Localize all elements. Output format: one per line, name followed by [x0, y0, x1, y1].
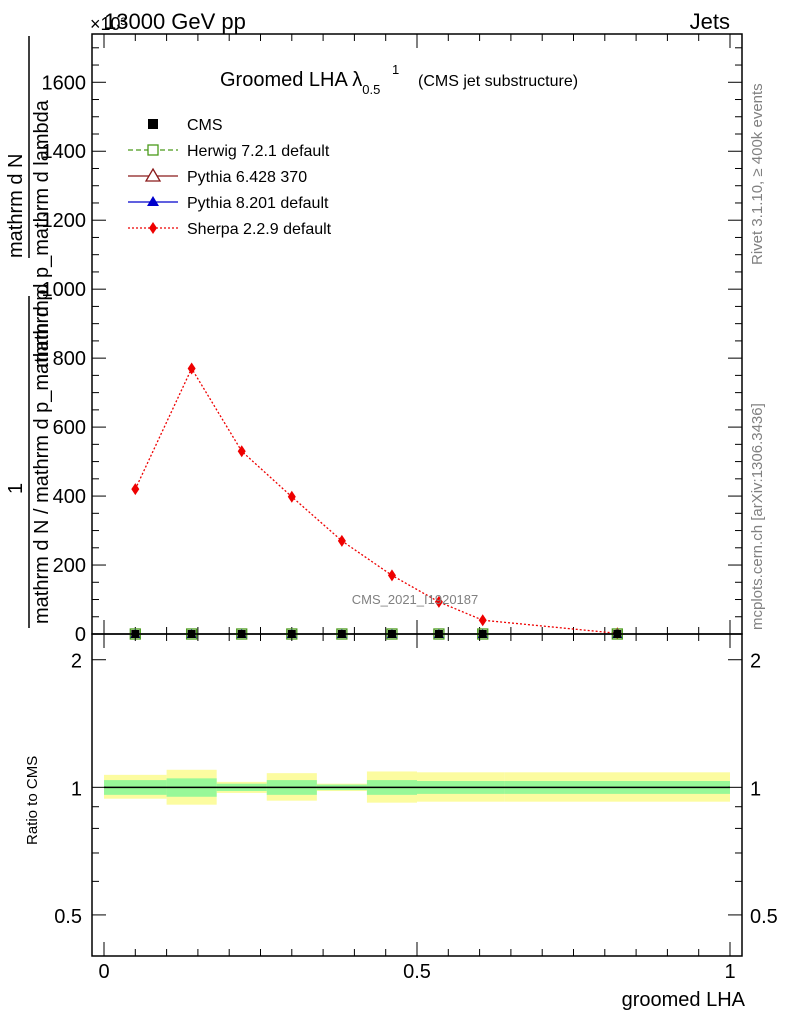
main-y-axis: 0 200 400 600 800 1000 1200 1400 1600: [42, 47, 742, 646]
y-tick-label: 400: [53, 486, 86, 508]
main-panel: 0 200 400 600 800 1000 1200 1400 1600 CMS_2021_I…: [5, 33, 743, 646]
ratio-y-label: Ratio to CMS: [24, 756, 41, 845]
sherpa-point: [287, 490, 296, 503]
ratio-y-tick-label: 2: [71, 651, 82, 673]
y-tick-label: 600: [53, 417, 86, 439]
legend-marker: [147, 196, 159, 206]
ratio-x-axis: 0 0.5 1: [98, 634, 736, 983]
y-tick-label: 1000: [42, 279, 87, 301]
plot-title-sup: 1: [392, 62, 399, 77]
ratio-panel: 0.5 0.51 12 2 0 0.5 1 Ratio to CMS groomed LH…: [24, 633, 778, 1011]
mcplots-label: mcplots.cern.ch [arXiv:1306.3436]: [749, 403, 766, 630]
sherpa-point: [387, 569, 396, 582]
main-x-ticks: [103, 34, 731, 634]
plot-title-sub: 0.5: [362, 82, 380, 97]
sherpa-point: [337, 534, 346, 547]
y-label-one: 1: [5, 483, 27, 494]
y-label-bottom-denominator: mathrm d N / mathrm d p_mathrm d p: [31, 289, 53, 624]
y-tick-label: 1600: [42, 72, 87, 94]
ratio-y-tick-label-right: 2: [750, 651, 761, 673]
sherpa-point: [478, 614, 487, 627]
x-tick-label: 1: [724, 961, 735, 983]
y-label-top-denominator: mathrm d p_mathrm d lambda: [31, 99, 53, 368]
x-axis-label: groomed LHA: [622, 989, 746, 1011]
y-axis-label: mathrm d N mathrm d p_mathrm d lambda 1 …: [5, 36, 53, 628]
plot-title-main: Groomed LHA λ: [220, 69, 362, 91]
y-tick-label: 1200: [42, 210, 87, 232]
legend-label: Herwig 7.2.1 default: [187, 143, 330, 160]
y-tick-label: 200: [53, 555, 86, 577]
legend-label: CMS: [187, 117, 223, 134]
sherpa-point: [131, 483, 140, 496]
legend-marker: [147, 144, 159, 156]
x-tick-label: 0: [98, 961, 109, 983]
ratio-y-tick-label: 0.5: [54, 906, 82, 928]
legend-label: Pythia 8.201 default: [187, 195, 329, 212]
header-exponent-label: ×10³: [90, 14, 127, 34]
ratio-y-tick-label-right: 1: [750, 778, 761, 800]
sherpa-point: [237, 445, 246, 458]
legend-label: Sherpa 2.2.9 default: [187, 221, 332, 238]
y-label-top-numerator: mathrm d N: [5, 154, 27, 258]
plot-title-note: (CMS jet substructure): [418, 73, 578, 90]
y-tick-label: 1400: [42, 141, 87, 163]
legend-label: Pythia 6.428 370: [187, 169, 307, 186]
ratio-y-tick-label: 1: [71, 778, 82, 800]
legend-marker: [149, 222, 157, 234]
header-process-label: Jets: [690, 9, 730, 34]
legend: CMS Herwig 7.2.1 default Pythia 6.428 370 P…: [128, 117, 332, 238]
legend-marker: [148, 119, 158, 129]
y-tick-label: 0: [75, 624, 86, 646]
header-collision-label: 13000 GeV pp: [104, 9, 246, 34]
y-tick-label: 800: [53, 348, 86, 370]
x-tick-label: 0.5: [403, 961, 431, 983]
legend-marker: [144, 167, 162, 182]
rivet-version-label: Rivet 3.1.10, ≥ 400k events: [749, 83, 766, 265]
plot-title: Groomed LHA λ0.5: [220, 69, 380, 97]
analysis-watermark: CMS_2021_I1920187: [352, 592, 479, 607]
ratio-y-tick-label-right: 0.5: [750, 906, 778, 928]
ratio-y-axis: 0.5 0.5 1 1 2 2: [54, 651, 778, 957]
sherpa-point: [187, 362, 196, 375]
sherpa-point: [434, 595, 443, 608]
